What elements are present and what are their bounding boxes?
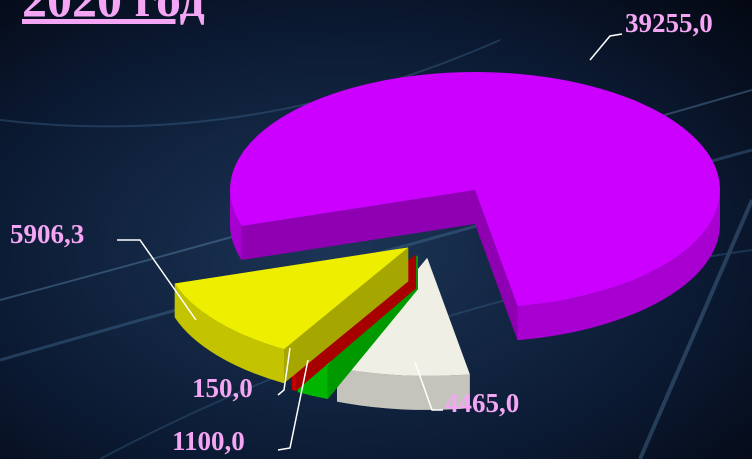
slice-side-shade bbox=[174, 283, 285, 384]
data-label: 4465,0 bbox=[445, 388, 519, 418]
leader-line bbox=[414, 361, 443, 411]
slice-side bbox=[230, 190, 242, 261]
leader-line bbox=[117, 239, 197, 321]
leader-line bbox=[589, 33, 623, 61]
slice-side-shade bbox=[230, 190, 242, 261]
chart-title: 2020 год bbox=[22, 0, 205, 27]
slice-wall bbox=[475, 190, 518, 341]
slice-side-shade bbox=[517, 190, 720, 341]
pie bbox=[174, 71, 720, 410]
labels: 39255,0 4465,0 1100,0 150,0 5906,3 bbox=[10, 8, 713, 456]
pie-slice bbox=[229, 71, 720, 307]
pie-slice bbox=[174, 247, 409, 350]
slice-side bbox=[174, 283, 285, 384]
leader-line bbox=[277, 347, 291, 396]
slice-wall bbox=[241, 190, 475, 261]
data-label: 150,0 bbox=[192, 373, 253, 403]
slice-wall-shade bbox=[475, 190, 518, 341]
leader-line bbox=[277, 359, 309, 451]
data-label: 5906,3 bbox=[10, 219, 84, 249]
slice-wall-shade bbox=[241, 190, 475, 261]
data-label: 1100,0 bbox=[172, 426, 245, 456]
slice-side bbox=[337, 367, 470, 410]
data-label: 39255,0 bbox=[625, 8, 713, 38]
slice-side-shade bbox=[337, 367, 470, 410]
slice-side bbox=[517, 190, 720, 341]
